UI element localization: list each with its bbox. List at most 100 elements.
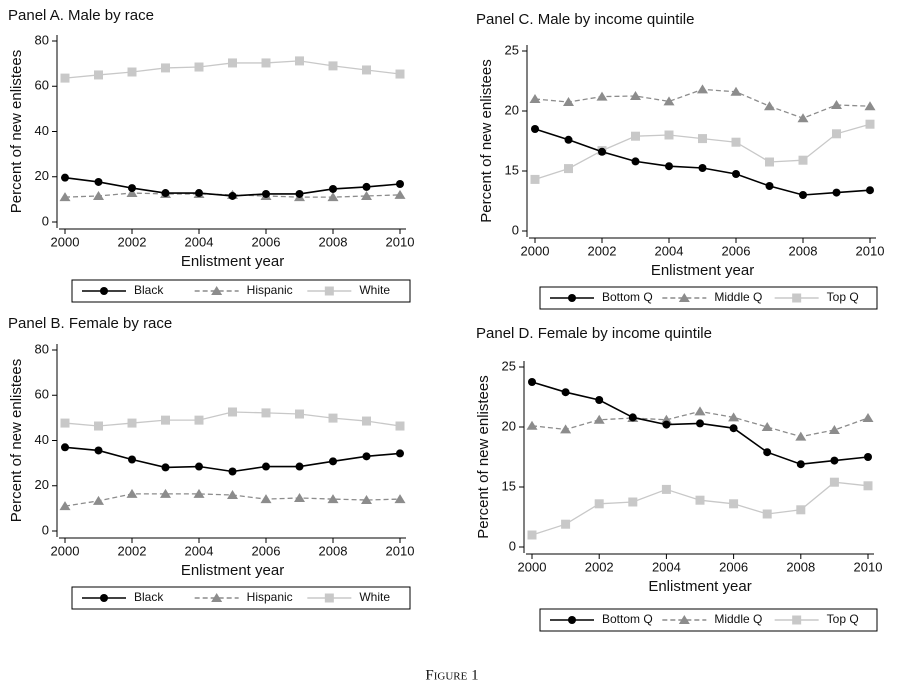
data-point bbox=[728, 412, 740, 422]
data-point bbox=[227, 490, 238, 500]
x-tick-label: 2010 bbox=[856, 243, 885, 258]
x-tick-label: 2004 bbox=[655, 243, 684, 258]
data-point bbox=[628, 497, 638, 507]
y-tick-label: 60 bbox=[35, 78, 49, 93]
data-point bbox=[61, 443, 69, 452]
data-point bbox=[564, 135, 573, 144]
data-point bbox=[561, 388, 570, 397]
data-point bbox=[830, 456, 839, 465]
data-point bbox=[527, 530, 537, 540]
data-point bbox=[160, 488, 171, 498]
legend-label: Middle Q bbox=[714, 290, 762, 304]
legend-label: Black bbox=[134, 590, 164, 604]
y-tick-label: 0 bbox=[509, 538, 516, 553]
data-point bbox=[831, 100, 842, 109]
data-point bbox=[832, 129, 841, 139]
legend-marker bbox=[568, 294, 576, 302]
data-point bbox=[61, 173, 69, 182]
data-point bbox=[796, 505, 806, 515]
data-point bbox=[664, 130, 674, 140]
data-point bbox=[564, 164, 573, 174]
data-point bbox=[594, 499, 604, 509]
y-tick-label: 80 bbox=[35, 32, 49, 47]
panel-title: Panel C. Male by income quintile bbox=[476, 11, 694, 28]
x-axis-label: Enlistment year bbox=[181, 253, 284, 270]
data-point bbox=[662, 420, 671, 429]
data-point bbox=[228, 467, 237, 476]
x-tick-label: 2006 bbox=[252, 234, 281, 249]
data-point bbox=[362, 416, 371, 426]
data-point bbox=[660, 414, 672, 424]
data-point bbox=[866, 186, 874, 195]
data-point bbox=[327, 192, 339, 202]
data-point bbox=[329, 457, 337, 466]
legend-marker bbox=[678, 615, 690, 624]
data-point bbox=[729, 424, 738, 433]
data-point bbox=[327, 494, 339, 504]
legend-marker bbox=[211, 286, 223, 295]
x-tick-label: 2000 bbox=[521, 243, 550, 258]
x-tick-label: 2008 bbox=[319, 234, 348, 249]
y-tick-label: 40 bbox=[35, 432, 49, 447]
legend-label: Bottom Q bbox=[602, 290, 653, 304]
x-tick-label: 2002 bbox=[585, 559, 614, 574]
data-point bbox=[94, 177, 103, 186]
data-point bbox=[161, 63, 170, 73]
data-point bbox=[698, 134, 707, 144]
y-tick-label: 25 bbox=[502, 358, 516, 373]
data-point bbox=[526, 420, 538, 430]
data-point bbox=[194, 62, 204, 72]
legend-marker bbox=[100, 594, 108, 602]
y-axis-label: Percent of new enlistees bbox=[8, 50, 25, 213]
data-point bbox=[261, 58, 271, 68]
x-tick-label: 2004 bbox=[185, 543, 214, 558]
data-point bbox=[696, 419, 704, 428]
data-point bbox=[59, 192, 71, 202]
data-point bbox=[732, 170, 740, 178]
y-tick-label: 0 bbox=[512, 222, 519, 237]
data-point bbox=[529, 94, 541, 103]
data-point bbox=[863, 481, 873, 491]
data-point bbox=[362, 182, 371, 191]
data-point bbox=[832, 188, 841, 197]
x-tick-label: 2002 bbox=[118, 234, 147, 249]
data-point bbox=[630, 91, 641, 100]
data-point bbox=[395, 421, 405, 431]
legend-marker bbox=[324, 593, 334, 603]
data-point bbox=[865, 119, 875, 129]
data-point bbox=[328, 413, 338, 423]
data-point bbox=[195, 189, 203, 198]
data-point bbox=[394, 494, 406, 504]
y-tick-label: 25 bbox=[505, 42, 519, 57]
data-point bbox=[665, 162, 673, 171]
data-point bbox=[595, 396, 604, 404]
y-tick-label: 80 bbox=[35, 341, 49, 356]
data-point bbox=[261, 408, 271, 418]
data-point bbox=[694, 406, 706, 416]
x-tick-label: 2008 bbox=[319, 543, 348, 558]
data-point bbox=[596, 91, 608, 101]
data-point bbox=[631, 157, 640, 166]
data-point bbox=[530, 174, 540, 184]
data-point bbox=[593, 414, 605, 424]
x-tick-label: 2006 bbox=[722, 243, 751, 258]
legend-marker bbox=[792, 293, 802, 303]
legend-box bbox=[71, 279, 411, 303]
x-tick-label: 2008 bbox=[789, 243, 818, 258]
legend-label: Top Q bbox=[827, 290, 859, 304]
x-tick-label: 2006 bbox=[719, 559, 748, 574]
data-point bbox=[128, 455, 136, 464]
data-point bbox=[598, 147, 606, 156]
data-point bbox=[295, 189, 304, 198]
data-point bbox=[695, 495, 705, 505]
data-point bbox=[126, 188, 138, 198]
data-point bbox=[161, 463, 170, 472]
x-axis-label: Enlistment year bbox=[181, 562, 284, 579]
y-tick-label: 15 bbox=[502, 478, 516, 493]
data-point bbox=[127, 418, 137, 428]
x-tick-label: 2002 bbox=[588, 243, 617, 258]
data-point bbox=[361, 190, 372, 200]
data-point bbox=[194, 415, 204, 425]
legend-marker bbox=[100, 287, 108, 295]
y-tick-label: 0 bbox=[42, 213, 49, 228]
